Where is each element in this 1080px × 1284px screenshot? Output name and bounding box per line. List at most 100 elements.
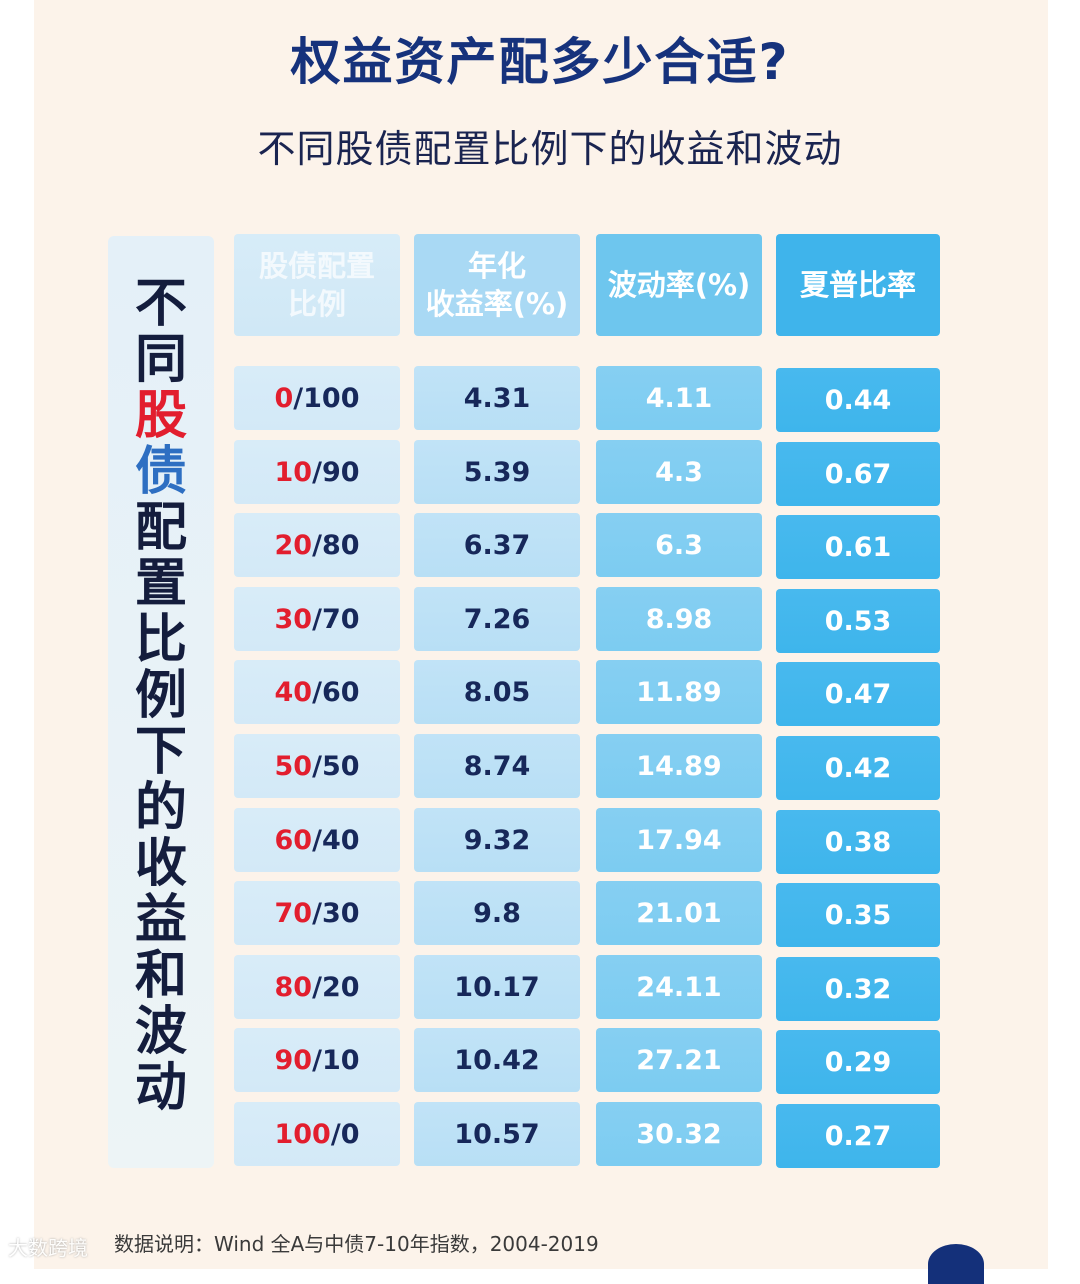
ratio-separator: / (293, 382, 304, 414)
side-title-char: 下 (134, 722, 187, 782)
ratio-separator: / (312, 971, 322, 1003)
side-title-char: 动 (134, 1058, 187, 1118)
bond-share: 90 (321, 456, 360, 488)
column-header-line: 比例 (287, 287, 346, 321)
side-title-box: 不同股债配置比例下的收益和波动 (108, 236, 214, 1168)
volatility-cell: 17.94 (596, 808, 762, 872)
stock-share: 90 (274, 1044, 313, 1076)
bond-share: 70 (321, 603, 360, 635)
volatility-cell: 6.3 (596, 513, 762, 577)
annual-return-cell: 4.31 (414, 366, 580, 430)
stock-share: 0 (274, 382, 294, 414)
column-header-line: 夏普比率 (799, 268, 916, 302)
ratio-separator: / (312, 529, 322, 561)
volatility-cell: 4.11 (596, 366, 762, 430)
side-title-char: 配 (134, 498, 187, 558)
brand-logo (928, 1244, 984, 1284)
annual-return-cell: 10.42 (414, 1028, 580, 1092)
volatility-cell: 8.98 (596, 587, 762, 651)
stock-share: 60 (274, 824, 313, 856)
ratio-cell: 0/100 (234, 366, 400, 430)
ratio-cell: 10/90 (234, 440, 400, 504)
annual-return-cell: 10.57 (414, 1102, 580, 1166)
sharpe-ratio-cell: 0.44 (776, 368, 940, 432)
annual-return-cell: 8.05 (414, 660, 580, 724)
volatility-cell: 27.21 (596, 1028, 762, 1092)
ratio-cell: 80/20 (234, 955, 400, 1019)
bond-share: 30 (321, 897, 360, 929)
annual-return-cell: 9.8 (414, 881, 580, 945)
side-title-char: 股 (134, 386, 187, 446)
annual-return-cell: 10.17 (414, 955, 580, 1019)
stock-share: 10 (274, 456, 313, 488)
ratio-cell: 40/60 (234, 660, 400, 724)
side-title-char: 和 (134, 946, 187, 1006)
bond-share: 20 (321, 971, 360, 1003)
ratio-cell: 100/0 (234, 1102, 400, 1166)
column-header-line: 收益率(%) (425, 287, 569, 321)
side-title-char: 不 (134, 274, 187, 334)
ratio-separator: / (312, 750, 322, 782)
column-header: 波动率(%) (596, 234, 762, 336)
stock-share: 30 (274, 603, 313, 635)
ratio-cell: 20/80 (234, 513, 400, 577)
annual-return-cell: 8.74 (414, 734, 580, 798)
volatility-cell: 14.89 (596, 734, 762, 798)
annual-return-cell: 5.39 (414, 440, 580, 504)
page-subtitle: 不同股债配置比例下的收益和波动 (257, 127, 843, 171)
ratio-cell: 60/40 (234, 808, 400, 872)
volatility-cell: 11.89 (596, 660, 762, 724)
ratio-separator: / (312, 824, 322, 856)
sharpe-ratio-cell: 0.42 (776, 736, 940, 800)
column-header: 股债配置 比例 (234, 234, 400, 336)
ratio-cell: 90/10 (234, 1028, 400, 1092)
stock-share: 40 (274, 676, 313, 708)
annual-return-cell: 6.37 (414, 513, 580, 577)
column-header-line: 股债配置 (258, 249, 375, 283)
sharpe-ratio-cell: 0.47 (776, 662, 940, 726)
column-header-line: 波动率(%) (607, 268, 751, 302)
sharpe-ratio-cell: 0.32 (776, 957, 940, 1021)
side-title-char: 比 (134, 610, 187, 670)
side-title-char: 债 (134, 442, 187, 502)
column-header: 夏普比率 (776, 234, 940, 336)
side-title-char: 的 (134, 778, 187, 838)
volatility-cell: 4.3 (596, 440, 762, 504)
ratio-separator: / (312, 1044, 322, 1076)
bond-share: 50 (321, 750, 360, 782)
side-title-char: 同 (134, 330, 187, 390)
side-title-char: 益 (134, 890, 187, 950)
side-title-char: 置 (134, 554, 187, 614)
volatility-cell: 24.11 (596, 955, 762, 1019)
ratio-separator: / (312, 603, 322, 635)
ratio-cell: 30/70 (234, 587, 400, 651)
sharpe-ratio-cell: 0.53 (776, 589, 940, 653)
page-title: 权益资产配多少合适? (290, 33, 790, 91)
sharpe-ratio-cell: 0.67 (776, 442, 940, 506)
column-header: 年化收益率(%) (414, 234, 580, 336)
sharpe-ratio-cell: 0.29 (776, 1030, 940, 1094)
bond-share: 40 (321, 824, 360, 856)
sharpe-ratio-cell: 0.35 (776, 883, 940, 947)
sharpe-ratio-cell: 0.61 (776, 515, 940, 579)
ratio-separator: / (312, 897, 322, 929)
sharpe-ratio-cell: 0.27 (776, 1104, 940, 1168)
stock-share: 20 (274, 529, 313, 561)
side-title-char: 收 (134, 834, 187, 894)
stock-share: 100 (274, 1118, 331, 1150)
watermark: 大数跨境 (8, 1236, 88, 1260)
stock-share: 80 (274, 971, 313, 1003)
ratio-separator: / (330, 1118, 341, 1150)
volatility-cell: 30.32 (596, 1102, 762, 1166)
bond-share: 60 (321, 676, 360, 708)
ratio-separator: / (312, 456, 322, 488)
ratio-cell: 50/50 (234, 734, 400, 798)
bond-share: 0 (340, 1118, 360, 1150)
side-title: 不同股债配置比例下的收益和波动 (108, 276, 214, 1116)
stock-share: 70 (274, 897, 313, 929)
column-header-line: 年化 (467, 249, 526, 283)
annual-return-cell: 7.26 (414, 587, 580, 651)
ratio-cell: 70/30 (234, 881, 400, 945)
side-title-char: 例 (134, 666, 187, 726)
side-title-char: 波 (134, 1002, 187, 1062)
